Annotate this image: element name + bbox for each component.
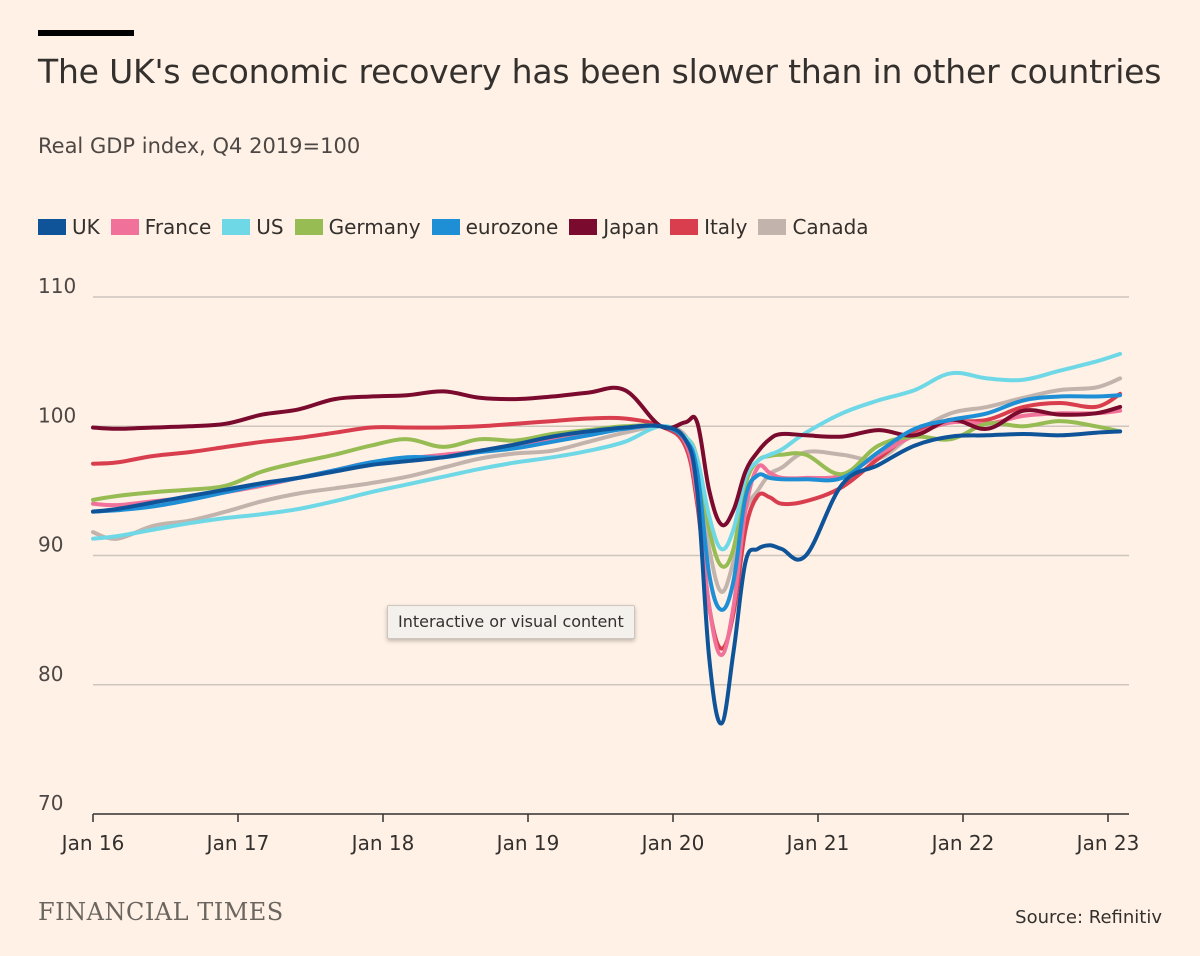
x-tick-label: Jan 20 [640, 831, 705, 855]
legend-item-eurozone: eurozone [431, 215, 559, 239]
x-tick-label: Jan 18 [350, 831, 415, 855]
legend-item-france: France [110, 215, 212, 239]
legend-label: Canada [792, 215, 869, 239]
interactive-content-tooltip: Interactive or visual content [387, 605, 635, 639]
y-tick-label: 70 [38, 791, 63, 815]
legend-swatch [38, 219, 66, 235]
financial-times-logo: FINANCIAL TIMES [38, 898, 284, 926]
y-tick-label: 100 [38, 403, 76, 427]
y-tick-label: 80 [38, 662, 63, 686]
legend-swatch [758, 219, 787, 235]
legend-item-germany: Germany [294, 215, 421, 239]
x-tick-label: Jan 21 [785, 831, 850, 855]
x-tick-label: Jan 17 [205, 831, 270, 855]
legend-swatch [294, 219, 323, 235]
x-tick-label: Jan 16 [60, 831, 125, 855]
legend-swatch [569, 219, 598, 235]
legend-label: UK [72, 215, 100, 239]
x-tick-label: Jan 23 [1075, 831, 1140, 855]
legend-label: Germany [328, 215, 421, 239]
source-note: Source: Refinitiv [1015, 907, 1162, 928]
x-tick-label: Jan 19 [495, 831, 560, 855]
y-tick-label: 90 [38, 533, 63, 557]
chart-subtitle: Real GDP index, Q4 2019=100 [38, 134, 361, 158]
x-tick-label: Jan 22 [930, 831, 995, 855]
y-tick-label: 110 [38, 274, 76, 298]
legend-item-uk: UK [38, 215, 100, 239]
series-line-japan [91, 385, 1123, 528]
legend-swatch [431, 219, 460, 235]
chart-title: The UK's economic recovery has been slow… [38, 52, 1162, 91]
legend-label: US [256, 215, 284, 239]
legend-swatch [670, 219, 699, 235]
legend-item-japan: Japan [569, 215, 659, 239]
legend-swatch [222, 219, 251, 235]
legend-label: Japan [603, 215, 660, 239]
series-line-us [91, 351, 1123, 552]
legend-label: France [144, 215, 212, 239]
legend-swatch [110, 219, 139, 235]
legend-item-canada: Canada [758, 215, 869, 239]
legend-item-italy: Italy [670, 215, 747, 239]
legend-label: eurozone [465, 215, 559, 239]
legend-label: Italy [704, 215, 748, 239]
chart-legend: UK France US Germany eurozone Japan Italy Canad… [38, 213, 880, 241]
legend-item-us: US [222, 215, 284, 239]
header-accent-bar [38, 30, 134, 36]
series-line-uk [91, 423, 1123, 726]
